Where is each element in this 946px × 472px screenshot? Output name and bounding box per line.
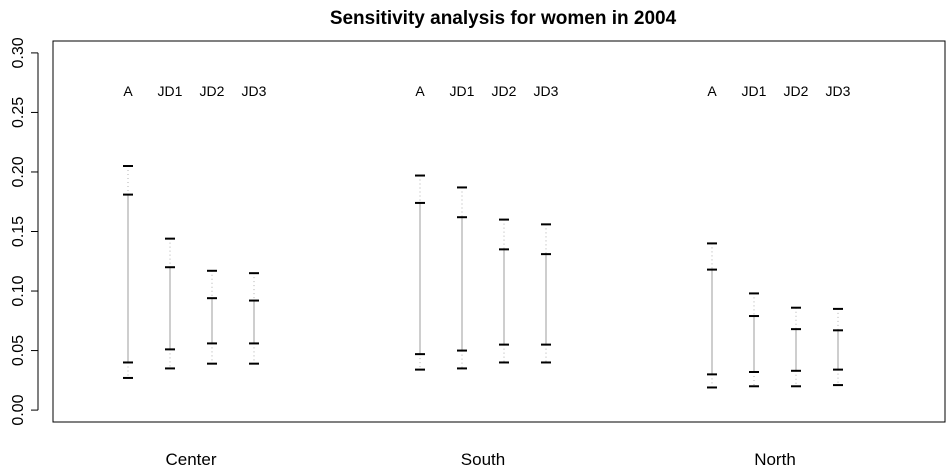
y-tick-label: 0.15: [10, 216, 27, 247]
interval-mark: [457, 186, 467, 370]
series-label: JD1: [742, 83, 767, 99]
chart-title: Sensitivity analysis for women in 2004: [330, 8, 677, 29]
series-label: JD3: [534, 83, 559, 99]
series-label: JD1: [158, 83, 183, 99]
interval-mark: [707, 242, 717, 389]
interval-mark: [541, 223, 551, 364]
series-label: JD3: [826, 83, 851, 99]
series-label: A: [123, 83, 133, 99]
y-tick-label: 0.30: [10, 37, 27, 68]
series-labels: A JD1 JD2 JD3 A JD1 JD2 JD3 A JD1 JD2 JD3: [123, 83, 850, 99]
interval-marks: [123, 165, 843, 389]
interval-mark: [791, 306, 801, 388]
series-label: JD2: [492, 83, 517, 99]
interval-mark: [165, 237, 175, 370]
series-label: A: [707, 83, 717, 99]
y-tick-label: 0.05: [10, 335, 27, 366]
series-label: JD3: [242, 83, 267, 99]
plot-area-frame: [52, 40, 946, 423]
interval-mark: [749, 292, 759, 388]
interval-mark: [499, 218, 509, 364]
group-label: South: [461, 450, 505, 469]
interval-mark: [249, 272, 259, 365]
interval-mark: [415, 174, 425, 371]
group-labels: Center South North: [165, 450, 795, 469]
group-label: North: [754, 450, 796, 469]
y-tick-label: 0.25: [10, 97, 27, 128]
series-label: A: [415, 83, 425, 99]
group-label: Center: [165, 450, 216, 469]
series-label: JD1: [450, 83, 475, 99]
interval-mark: [207, 269, 217, 365]
series-label: JD2: [784, 83, 809, 99]
interval-mark: [123, 165, 133, 379]
y-tick-label: 0.00: [10, 394, 27, 425]
y-axis: 0.00 0.05 0.10 0.15 0.20 0.25 0.30: [10, 37, 39, 426]
interval-mark: [833, 307, 843, 387]
y-tick-label: 0.10: [10, 275, 27, 306]
series-label: JD2: [200, 83, 225, 99]
y-tick-label: 0.20: [10, 156, 27, 187]
